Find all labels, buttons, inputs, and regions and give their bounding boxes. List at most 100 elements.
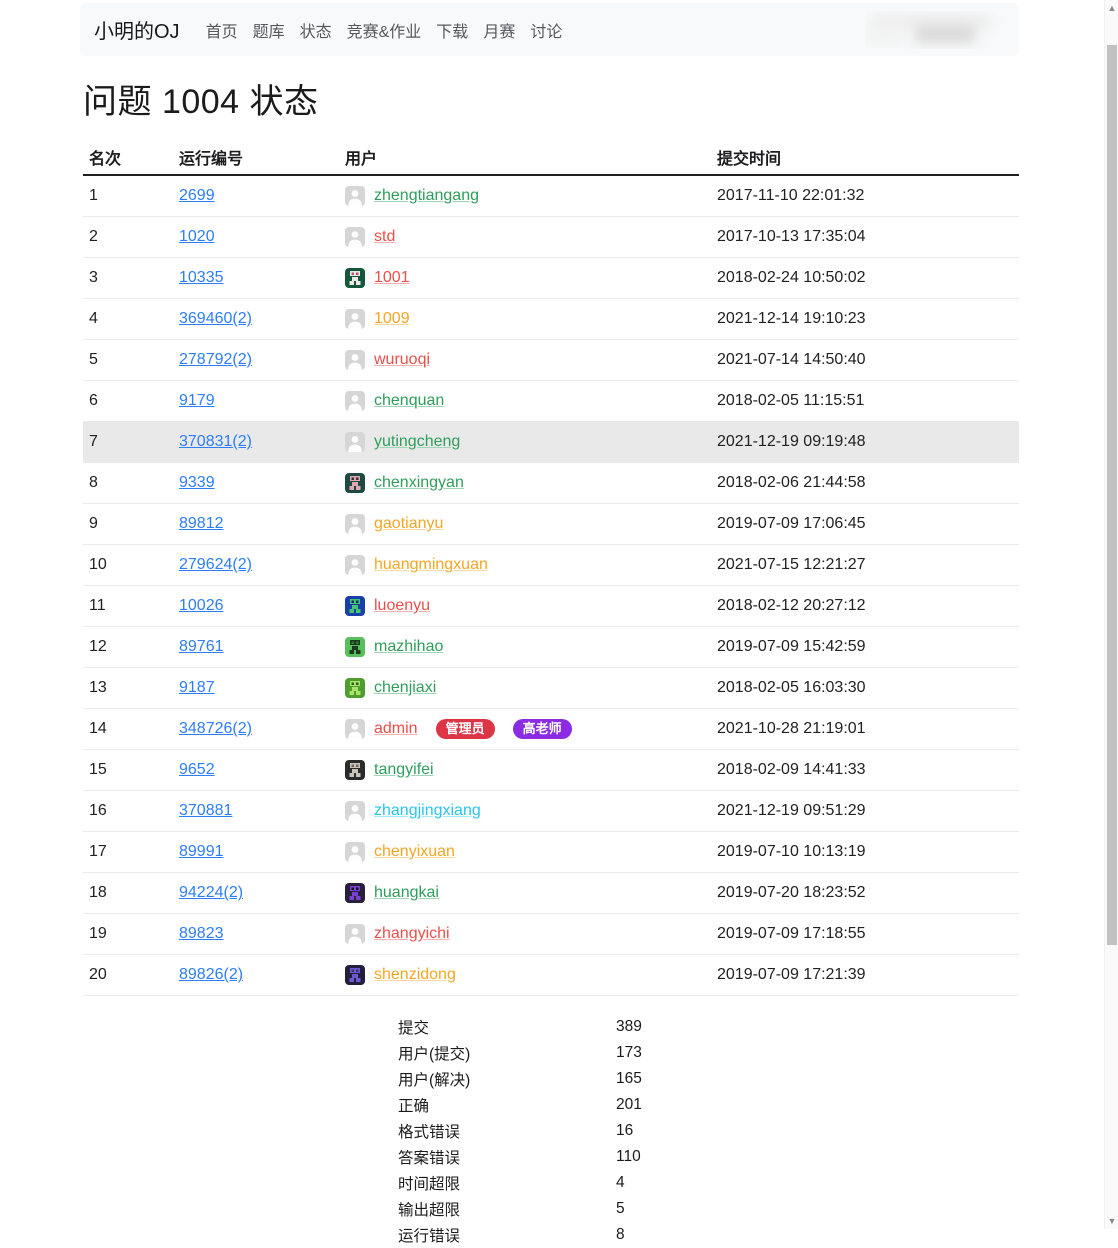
user-role-badge[interactable]: 管理员 xyxy=(435,719,495,739)
user-cell: yutingcheng xyxy=(345,432,717,452)
username-link[interactable]: mazhihao xyxy=(374,638,444,655)
run-id-cell: 89761 xyxy=(179,638,345,656)
main-content: 问题 1004 状态 名次 运行编号 用户 提交时间 1 2699 zhengtia… xyxy=(83,74,1019,1248)
stat-label: 提交 xyxy=(398,1020,430,1037)
stat-row: 输出超限 5 xyxy=(398,1196,1019,1222)
username-link[interactable]: wuruoqi xyxy=(374,351,431,368)
scrollbar[interactable]: ▲ ▼ xyxy=(1104,0,1118,1229)
username-link[interactable]: admin xyxy=(374,720,418,737)
run-id-cell: 279624(2) xyxy=(179,556,345,574)
header-user: 用户 xyxy=(345,150,378,168)
username-link[interactable]: 1009 xyxy=(374,310,410,327)
username-link[interactable]: zhangyichi xyxy=(374,925,450,942)
username-link[interactable]: huangkai xyxy=(374,884,439,901)
run-id-cell: 9339 xyxy=(179,474,345,492)
username-link[interactable]: chenyixuan xyxy=(374,843,455,860)
nav-item-5[interactable]: 下载 xyxy=(436,23,469,41)
user-cell: std xyxy=(345,227,717,247)
submit-time: 2019-07-09 17:21:39 xyxy=(717,966,866,983)
stat-label: 运行错误 xyxy=(398,1228,461,1245)
username-link[interactable]: zhengtiangang xyxy=(374,187,479,204)
stat-label: 用户(解决) xyxy=(398,1072,471,1089)
scroll-down-icon[interactable]: ▼ xyxy=(1107,1216,1117,1226)
default-avatar-icon xyxy=(345,227,365,247)
username-link[interactable]: chenjiaxi xyxy=(374,679,437,696)
run-id-link[interactable]: 89823 xyxy=(179,925,224,942)
run-id-cell: 89826(2) xyxy=(179,966,345,984)
username-link[interactable]: chenquan xyxy=(374,392,445,409)
run-id-link[interactable]: 278792(2) xyxy=(179,351,252,368)
table-header-row: 名次 运行编号 用户 提交时间 xyxy=(83,139,1019,176)
default-avatar-icon xyxy=(345,432,365,452)
nav-item-1[interactable]: 首页 xyxy=(205,23,238,41)
submit-time: 2021-07-14 14:50:40 xyxy=(717,351,866,368)
run-id-link[interactable]: 370881 xyxy=(179,802,233,819)
run-id-link[interactable]: 369460(2) xyxy=(179,310,252,327)
table-row: 8 9339 chenxingyan 2018-02-06 21:44:58 xyxy=(83,463,1019,504)
stat-value: 16 xyxy=(616,1122,634,1139)
header-run-id: 运行编号 xyxy=(179,150,244,168)
nav-item-7[interactable]: 讨论 xyxy=(530,23,563,41)
stat-label: 正确 xyxy=(398,1098,430,1115)
username-link[interactable]: zhangjingxiang xyxy=(374,802,481,819)
page-title: 问题 1004 状态 xyxy=(83,83,319,121)
nav-item-4[interactable]: 竞赛&作业 xyxy=(346,23,422,41)
run-id-link[interactable]: 9652 xyxy=(179,761,215,778)
rank-cell: 8 xyxy=(89,474,98,491)
run-id-link[interactable]: 10026 xyxy=(179,597,224,614)
run-id-cell: 278792(2) xyxy=(179,351,345,369)
run-id-link[interactable]: 89826(2) xyxy=(179,966,244,983)
rank-cell: 1 xyxy=(89,187,98,204)
submit-time: 2018-02-05 11:15:51 xyxy=(717,392,865,409)
table-row: 19 89823 zhangyichi 2019-07-09 17:18:55 xyxy=(83,914,1019,955)
run-id-cell: 89823 xyxy=(179,925,345,943)
submit-time: 2018-02-12 20:27:12 xyxy=(717,597,866,614)
run-id-link[interactable]: 2699 xyxy=(179,187,215,204)
run-id-link[interactable]: 370831(2) xyxy=(179,433,252,450)
run-id-link[interactable]: 279624(2) xyxy=(179,556,252,573)
run-id-link[interactable]: 89812 xyxy=(179,515,224,532)
user-role-badge[interactable]: 高老师 xyxy=(512,719,572,739)
nav-item-2[interactable]: 题库 xyxy=(252,23,285,41)
table-row: 20 89826(2) shenzidong 2019-07-09 17:21:39 xyxy=(83,955,1019,996)
run-id-link[interactable]: 348726(2) xyxy=(179,720,252,737)
rank-cell: 19 xyxy=(89,925,107,942)
username-link[interactable]: std xyxy=(374,228,396,245)
username-link[interactable]: yutingcheng xyxy=(374,433,461,450)
username-link[interactable]: 1001 xyxy=(374,269,410,286)
scroll-up-icon[interactable]: ▲ xyxy=(1107,3,1117,13)
run-id-link[interactable]: 9179 xyxy=(179,392,215,409)
table-row: 18 94224(2) huangkai 2019-07-20 18:23:52 xyxy=(83,873,1019,914)
table-row: 4 369460(2) 1009 2021-12-14 19:10:23 xyxy=(83,299,1019,340)
stat-value: 5 xyxy=(616,1200,625,1217)
run-id-link[interactable]: 89761 xyxy=(179,638,224,655)
run-id-link[interactable]: 10335 xyxy=(179,269,224,286)
username-link[interactable]: luoenyu xyxy=(374,597,431,614)
brand-logo[interactable]: 小明的OJ xyxy=(94,21,180,43)
nav-item-3[interactable]: 状态 xyxy=(299,23,332,41)
run-id-cell: 89812 xyxy=(179,515,345,533)
run-id-link[interactable]: 9187 xyxy=(179,679,215,696)
table-row: 6 9179 chenquan 2018-02-05 11:15:51 xyxy=(83,381,1019,422)
rank-cell: 14 xyxy=(89,720,107,737)
run-id-link[interactable]: 94224(2) xyxy=(179,884,244,901)
user-account-blurred[interactable] xyxy=(865,11,1007,49)
user-cell: huangkai xyxy=(345,883,717,903)
submit-time: 2019-07-09 15:42:59 xyxy=(717,638,866,655)
username-link[interactable]: tangyifei xyxy=(374,761,434,778)
run-id-cell: 89991 xyxy=(179,843,345,861)
rank-cell: 13 xyxy=(89,679,107,696)
scrollbar-thumb[interactable] xyxy=(1107,45,1117,945)
run-id-link[interactable]: 89991 xyxy=(179,843,224,860)
username-link[interactable]: huangmingxuan xyxy=(374,556,488,573)
run-id-link[interactable]: 1020 xyxy=(179,228,215,245)
username-link[interactable]: chenxingyan xyxy=(374,474,464,491)
stat-value: 110 xyxy=(616,1148,641,1165)
table-row: 3 10335 1001 2018-02-24 10:50:02 xyxy=(83,258,1019,299)
username-link[interactable]: gaotianyu xyxy=(374,515,444,532)
username-link[interactable]: shenzidong xyxy=(374,966,456,983)
nav-item-6[interactable]: 月赛 xyxy=(483,23,516,41)
rank-cell: 15 xyxy=(89,761,107,778)
run-id-link[interactable]: 9339 xyxy=(179,474,215,491)
run-id-cell: 369460(2) xyxy=(179,310,345,328)
